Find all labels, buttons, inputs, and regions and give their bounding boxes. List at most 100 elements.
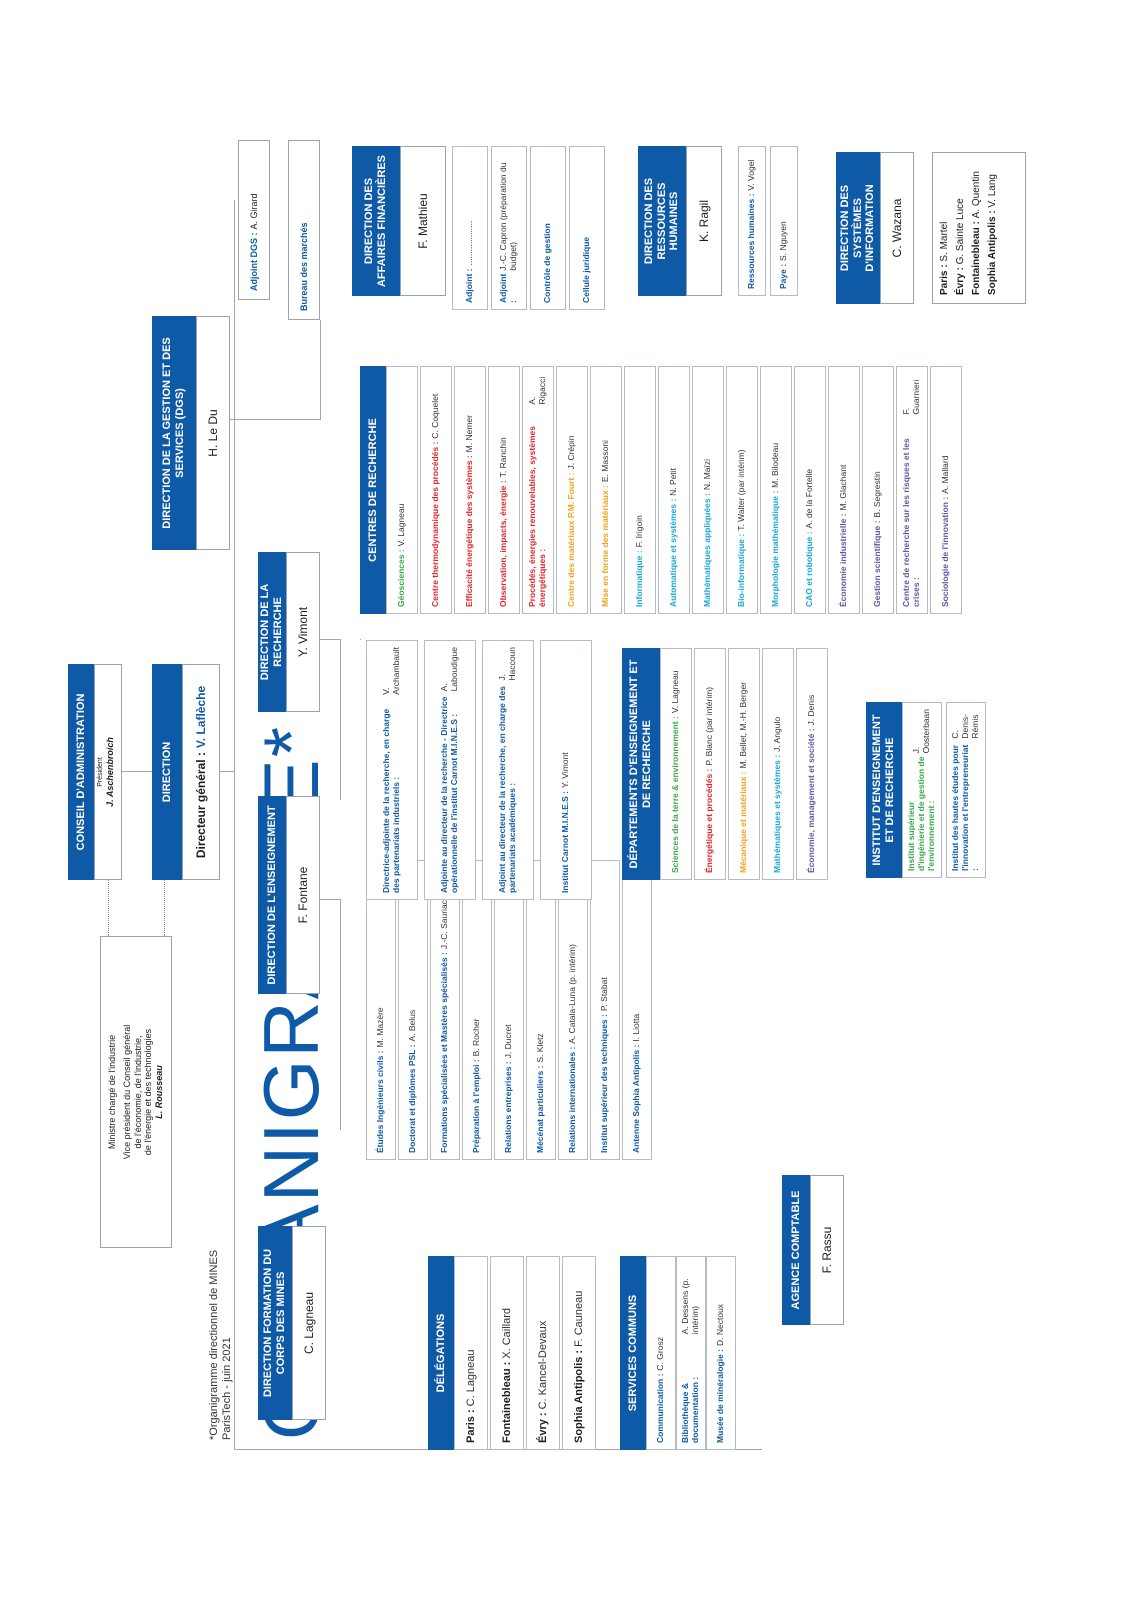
delegations-item-label: Évry : <box>536 1412 549 1443</box>
footnote-line-1: *Organigramme directionnel de MINES <box>208 1249 220 1440</box>
daf-item-label: Adjoint : <box>464 268 475 303</box>
delegations-item-label: Paris : <box>464 1409 477 1443</box>
departements-item: Économie, management et société : J. Deni… <box>796 648 828 880</box>
centres-item-value: M. Nemer <box>464 415 475 453</box>
centres-item-label: Bio-informatique : <box>736 533 747 607</box>
enseignement-item-label: Études Ingénieurs civils : <box>375 1050 386 1153</box>
director-label: Directeur général : <box>194 752 208 859</box>
dgs-box: H. Le Du <box>196 316 230 550</box>
enseignement-box: F. Fontane <box>286 796 320 994</box>
connector <box>122 771 152 772</box>
centres-item-label: CAO et robotique : <box>804 531 815 607</box>
services-header: Services communs <box>620 1256 646 1450</box>
centres-item: Mathématiques appliquées : N. Maïzi <box>692 366 724 614</box>
dgs-adjoint-label: Adjoint DGS : <box>248 232 259 292</box>
enseignement-list: Études Ingénieurs civils : M. Mazère Docto… <box>366 860 666 1160</box>
connector <box>164 872 165 936</box>
dsi-site-value: V. Lang <box>987 174 998 208</box>
enseignement-item: Antenne Sophia Antipolis : I. Liotta <box>622 860 652 1160</box>
ca-box: Président J. Aschenbroich <box>94 664 122 880</box>
daf-box: F. Mathieu <box>400 146 446 296</box>
departements-list: Sciences de la terre & environnement : V.… <box>660 648 830 880</box>
institut-item-value: C. Denis-Rémis <box>950 714 980 739</box>
drh-item-value: S. Nguyen <box>778 221 789 261</box>
enseignement-item-label: Antenne Sophia Antipolis : <box>631 1044 642 1153</box>
enseignement-item-label: Mécénat particuliers : <box>535 1065 546 1153</box>
institut-header: Institut d'enseignement et de recherche <box>866 702 902 878</box>
enseignement-item: Formations spécialisées et Mastères spéc… <box>430 860 460 1160</box>
dsi-site-value: S. Martel <box>939 221 950 262</box>
agence-box: F. Rassu <box>810 1175 844 1325</box>
departements-item: Sciences de la terre & environnement : V.… <box>660 648 692 880</box>
centres-item-label: Procédés, énergies renouvelables, systèm… <box>527 426 547 607</box>
centres-item-value: A. Mallard <box>940 455 951 494</box>
dsi-site-label: Fontainebleau : <box>971 218 982 295</box>
services-item-value: C. Grosz <box>655 1337 666 1371</box>
centres-item-value: B. Segrestin <box>872 471 883 518</box>
centres-item: Observation, impacts, énergie : T. Ranchi… <box>488 366 520 614</box>
centres-item-label: Centre thermodynamique des procédés : <box>430 441 441 607</box>
centres-item-label: Géosciences : <box>396 549 407 607</box>
drh-item-label: Paye : <box>778 263 789 289</box>
centres-item: Procédés, énergies renouvelables, systèm… <box>522 366 554 614</box>
enseignement-item-label: Préparation à l'emploi : <box>471 1059 482 1153</box>
enseignement-item: Institut supérieur des techniques : P. St… <box>590 860 620 1160</box>
recherche-item-value: J. Haccoun <box>497 646 517 681</box>
dsi-site-label: Sophia Antipolis : <box>987 207 998 295</box>
enseignement-item-value: J.-C. Sauriac <box>439 900 450 950</box>
enseignement-item: Études Ingénieurs civils : M. Mazère <box>366 860 396 1160</box>
delegations-header: Délégations <box>428 1256 454 1450</box>
ca-role: Président <box>97 757 104 787</box>
drh-list: Ressources humaines : V. Vogel Paye : S. Ng… <box>738 146 800 296</box>
centres-item-label: Économie industrielle : <box>838 513 849 607</box>
centres-item: Centre des matériaux P.M. Fourt : J. Crép… <box>556 366 588 614</box>
enseignement-item: Doctorat et diplômes PSL : A. Belus <box>398 860 428 1160</box>
dsi-site: Évry : G. Sainte Luce <box>955 161 967 295</box>
daf-item-label: Cellule juridique <box>581 236 592 303</box>
departements-item-value: P. Blanc (par intérim) <box>704 686 715 766</box>
dsi-site-value: A. Quentin <box>971 171 982 219</box>
institut-list: Institut supérieur d'ingénierie et de ge… <box>902 702 992 878</box>
dsi-site-label: Paris : <box>939 261 950 295</box>
recherche-header: Direction de la recherche <box>258 552 286 712</box>
centres-item: Automatique et systèmes : N. Petit <box>658 366 690 614</box>
departements-item-label: Mathématiques et systèmes : <box>772 754 783 873</box>
departements-header: Départements d'enseignement et de recher… <box>622 648 660 880</box>
bureau-marches-label: Bureau des marchés <box>298 222 309 311</box>
centres-item: Mise en forme des matériaux : E. Massoni <box>590 366 622 614</box>
daf-item: Adjoint : J.-C. Capron (préparation du bu… <box>491 146 527 310</box>
dsi-sites: Paris : S. Martel Évry : G. Sainte Luce Fo… <box>932 152 1026 304</box>
services-item-value: A. Dessens (p. intérim) <box>680 1278 700 1335</box>
connector <box>320 639 340 640</box>
ca-name: J. Aschenbroich <box>105 737 116 807</box>
centres-item-value: F. Guarnieri <box>901 379 921 415</box>
connector <box>320 320 321 420</box>
centres-item-label: Sociologie de l'innovation : <box>940 496 951 607</box>
enseignement-item: Relations internationales : A. Catala-Lun… <box>558 860 588 1160</box>
departements-item: Énergétique et procédés : P. Blanc (par i… <box>694 648 726 880</box>
daf-item: Contrôle de gestion <box>530 146 566 310</box>
dsi-site-label: Évry : <box>955 264 966 295</box>
ministry-line-4: de l'énergie et des technologies <box>143 1028 154 1156</box>
departements-item-value: J. Denis <box>806 694 817 726</box>
ministry-box: Ministre chargé de l'industrie Vice prés… <box>100 936 172 1248</box>
daf-item-value: ................... <box>464 220 475 266</box>
delegations-item-value: F. Cauneau <box>572 1290 585 1347</box>
departements-item-label: Sciences de la terre & environnement : <box>670 716 681 873</box>
services-item-label: Bibliothèque & documentation : <box>680 1376 700 1443</box>
enseignement-item-value: B. Rocher <box>471 1018 482 1057</box>
recherche-item: Directrice-adjointe de la recherche, en … <box>366 640 418 900</box>
enseignement-item: Mécénat particuliers : S. Kletz <box>526 860 556 1160</box>
enseignement-item-value: J. Ducret <box>503 1024 514 1059</box>
centres-item-value: T. Walter (par intérim) <box>736 449 747 531</box>
ministry-line-1: Ministre chargé de l'industrie <box>107 1034 117 1150</box>
drh-item: Paye : S. Nguyen <box>770 146 798 296</box>
recherche-list: Directrice-adjointe de la recherche, en … <box>366 640 596 900</box>
dsi-site: Fontainebleau : A. Quentin <box>971 161 983 295</box>
centres-item-value: E. Massoni <box>600 440 611 483</box>
centres-item-value: F. Irigoin <box>634 515 645 548</box>
centres-item-label: Centre de recherche sur les risques et l… <box>901 438 921 607</box>
services-item-label: Communication : <box>655 1373 666 1443</box>
enseignement-item-label: Formations spécialisées et Mastères spéc… <box>439 952 450 1153</box>
